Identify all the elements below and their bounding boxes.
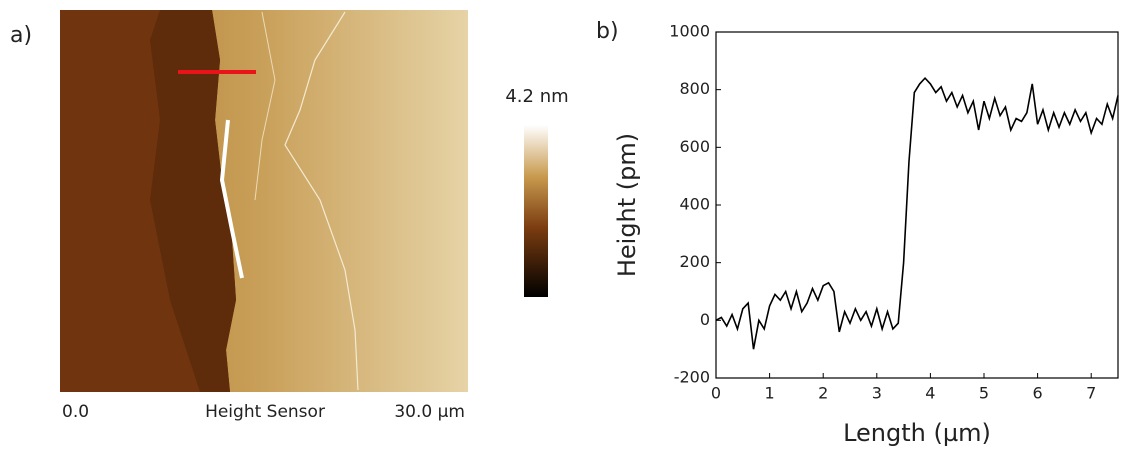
x-tick-label: 3: [872, 384, 882, 403]
x-tick-label: 2: [818, 384, 828, 403]
y-tick-label: 1000: [669, 22, 710, 41]
y-tick-label: 400: [679, 195, 710, 214]
image-x-start: 0.0: [62, 402, 89, 422]
image-darker: [150, 10, 236, 392]
y-axis-title: Height (pm): [613, 133, 641, 277]
image-feature: [219, 119, 244, 279]
data-line: [715, 76, 1119, 350]
afm-image: [60, 10, 548, 392]
y-tick-label: -200: [674, 368, 710, 387]
plot-frame: [715, 31, 1119, 379]
image-crack: [254, 11, 276, 201]
scale-label: 4.2 nm: [505, 86, 568, 107]
y-tick-label: 0: [700, 310, 710, 329]
y-tick-label: 800: [679, 79, 710, 98]
x-tick-label: 6: [1033, 384, 1043, 403]
x-tick-label: 1: [765, 384, 775, 403]
image-crack: [284, 11, 359, 391]
x-tick-label: 0: [711, 384, 721, 403]
x-tick-label: 5: [979, 384, 989, 403]
colorbar: [524, 125, 548, 297]
y-tick-label: 200: [679, 252, 710, 271]
x-tick-label: 7: [1086, 384, 1096, 403]
panel-label: b): [596, 19, 619, 44]
y-tick-label: 600: [679, 137, 710, 156]
panel-label: a): [10, 23, 32, 48]
image-x-end: 30.0 µm: [394, 402, 465, 422]
x-axis-title: Length (µm): [843, 419, 991, 447]
image-caption: Height Sensor: [205, 402, 325, 422]
x-tick-label: 4: [925, 384, 935, 403]
